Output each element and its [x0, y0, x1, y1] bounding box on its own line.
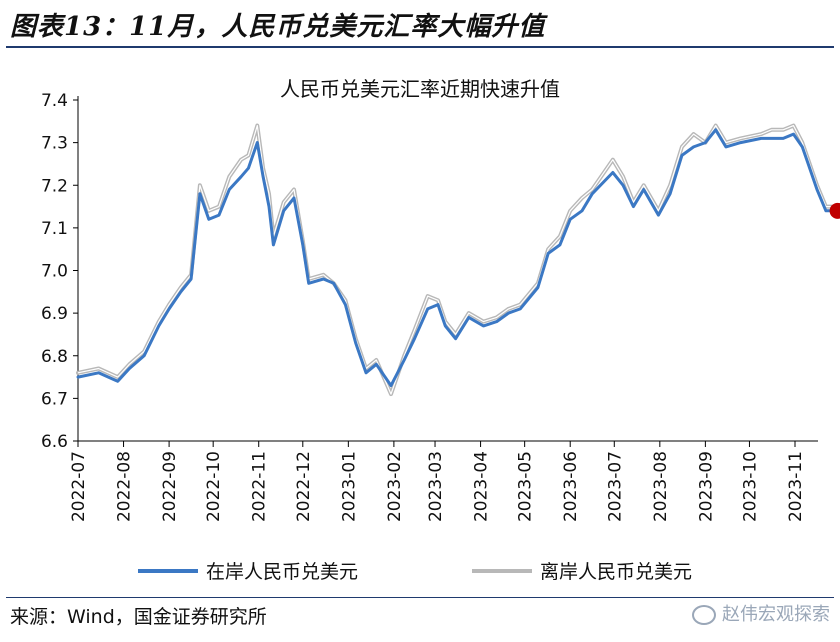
x-axis: 2022-07 2022-08 2022-09 2022-10 2022-11 2022-… — [69, 440, 818, 522]
y-axis: 6.6 6.7 6.8 6.9 7.0 7.1 7.2 7.3 7.4 — [41, 91, 79, 452]
x-tick-label: 2022-12 — [294, 451, 314, 522]
chart-title: 人民币兑美元汇率近期快速升值 — [280, 77, 560, 101]
x-tick-label: 2023-01 — [339, 451, 359, 522]
y-tick-label: 7.1 — [41, 219, 68, 239]
legend-label-onshore: 在岸人民币兑美元 — [206, 561, 358, 583]
watermark-text: 赵伟宏观探索 — [722, 604, 830, 625]
legend-label-offshore: 离岸人民币兑美元 — [540, 561, 692, 583]
x-tick-label: 2022-09 — [160, 451, 180, 522]
x-tick-label: 2023-11 — [786, 451, 806, 522]
watermark: 赵伟宏观探索 — [692, 600, 830, 626]
series-line-onshore — [76, 128, 837, 388]
source-note: 来源：Wind，国金证券研究所 — [10, 606, 267, 628]
legend: 在岸人民币兑美元 离岸人民币兑美元 — [138, 561, 692, 583]
x-tick-label: 2022-08 — [115, 451, 135, 522]
x-tick-label: 2023-04 — [472, 451, 492, 522]
y-tick-label: 7.4 — [41, 91, 68, 111]
series-line-offshore — [76, 123, 837, 397]
y-tick-label: 6.9 — [41, 304, 68, 324]
x-tick-label: 2022-10 — [204, 451, 224, 522]
x-tick-label: 2023-07 — [605, 451, 625, 522]
y-tick-label: 7.2 — [41, 176, 68, 196]
x-tick-label: 2023-02 — [385, 451, 405, 522]
source-rule — [6, 597, 834, 598]
title-rule — [6, 46, 834, 48]
x-tick-label: 2023-09 — [696, 451, 716, 522]
chart: 人民币兑美元汇率近期快速升值 6.6 6.7 6.8 6.9 7.0 7.1 7.2 7.3 7… — [41, 77, 840, 583]
x-tick-label: 2023-05 — [516, 451, 536, 522]
wechat-icon — [692, 605, 716, 625]
figure-title: 图表13：11月，人民币兑美元汇率大幅升值 — [10, 12, 546, 42]
x-tick-label: 2023-10 — [740, 451, 760, 522]
x-tick-label: 2022-07 — [69, 451, 89, 522]
y-tick-label: 6.7 — [41, 389, 68, 409]
x-tick-label: 2023-03 — [426, 451, 446, 522]
y-tick-label: 7.0 — [41, 262, 68, 282]
x-tick-label: 2023-06 — [561, 451, 581, 522]
x-tick-label: 2022-11 — [250, 451, 270, 522]
y-tick-label: 6.6 — [41, 432, 68, 452]
y-tick-label: 7.3 — [41, 134, 68, 154]
x-tick-label: 2023-08 — [651, 451, 671, 522]
latest-point-marker — [829, 202, 840, 219]
y-tick-label: 6.8 — [41, 347, 68, 367]
plot-area — [76, 123, 840, 397]
